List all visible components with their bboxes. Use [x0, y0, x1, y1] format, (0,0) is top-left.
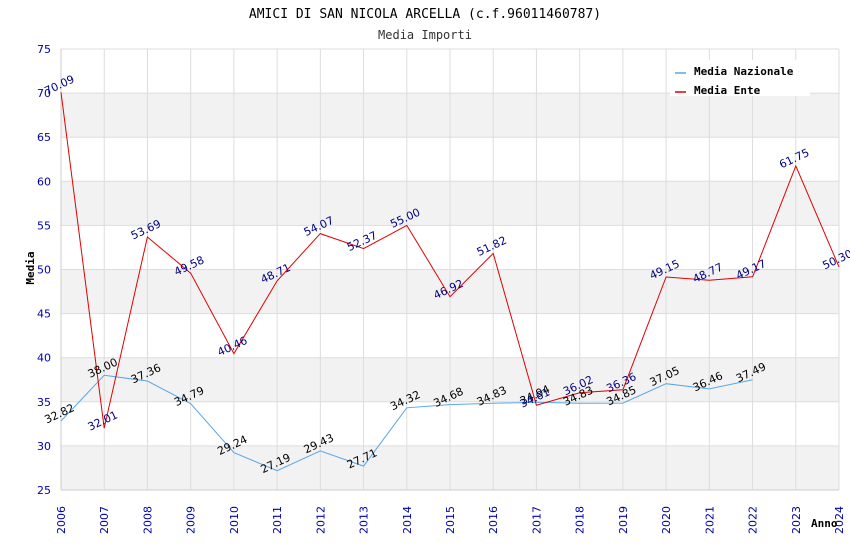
grid-lines: [60, 48, 840, 491]
y-tick-label: 75: [37, 43, 51, 56]
y-tick-label: 55: [37, 219, 51, 232]
x-tick-label: 2022: [747, 506, 760, 534]
y-tick-label: 30: [37, 440, 51, 453]
x-tick-label: 2006: [55, 506, 68, 534]
y-tick-label: 70: [37, 87, 51, 100]
y-tick-label: 50: [37, 264, 51, 277]
y-tick-label: 45: [37, 308, 51, 321]
y-tick-label: 35: [37, 396, 51, 409]
legend: Media Nazionale Media Ente: [670, 60, 810, 97]
x-tick-label: 2010: [228, 506, 241, 534]
legend-label-media-nazionale: Media Nazionale: [694, 65, 794, 78]
x-axis-label: Anno: [811, 517, 838, 530]
series-line-media-ente: [60, 92, 840, 429]
x-tick-label: 2012: [314, 506, 327, 534]
y-tick-label: 60: [37, 175, 51, 188]
x-tick-label: 2009: [185, 506, 198, 534]
series-lines: [60, 92, 840, 472]
y-axis-ticks: 25 30 35 40 45 50 55 60 65 70 75: [37, 43, 51, 497]
legend-label-media-ente: Media Ente: [694, 84, 761, 97]
chart-title: AMICI DI SAN NICOLA ARCELLA (c.f.9601146…: [249, 7, 601, 22]
chart-subtitle: Media Importi: [378, 28, 472, 42]
y-tick-label: 40: [37, 352, 51, 365]
x-tick-label: 2007: [98, 506, 111, 534]
x-tick-label: 2008: [141, 506, 154, 534]
x-tick-label: 2020: [660, 506, 673, 534]
x-tick-label: 2021: [703, 506, 716, 534]
x-tick-label: 2019: [617, 506, 630, 534]
x-tick-label: 2016: [487, 506, 500, 534]
y-tick-label: 25: [37, 484, 51, 497]
series-line-media-nazionale: [60, 374, 753, 472]
x-tick-label: 2015: [444, 506, 457, 534]
x-tick-label: 2013: [358, 506, 371, 534]
y-tick-label: 65: [37, 131, 51, 144]
x-axis-ticks: 2006 2007 2008 2009 2010 2011 2012 2013 2014 2015…: [55, 506, 846, 534]
x-tick-label: 2017: [530, 506, 543, 534]
x-tick-label: 2014: [401, 506, 414, 534]
x-tick-label: 2018: [574, 506, 587, 534]
legend-box: [670, 60, 810, 96]
x-tick-label: 2024: [833, 506, 846, 534]
x-tick-label: 2011: [271, 506, 284, 534]
y-axis-label: Media: [24, 251, 37, 284]
x-tick-label: 2023: [790, 506, 803, 534]
